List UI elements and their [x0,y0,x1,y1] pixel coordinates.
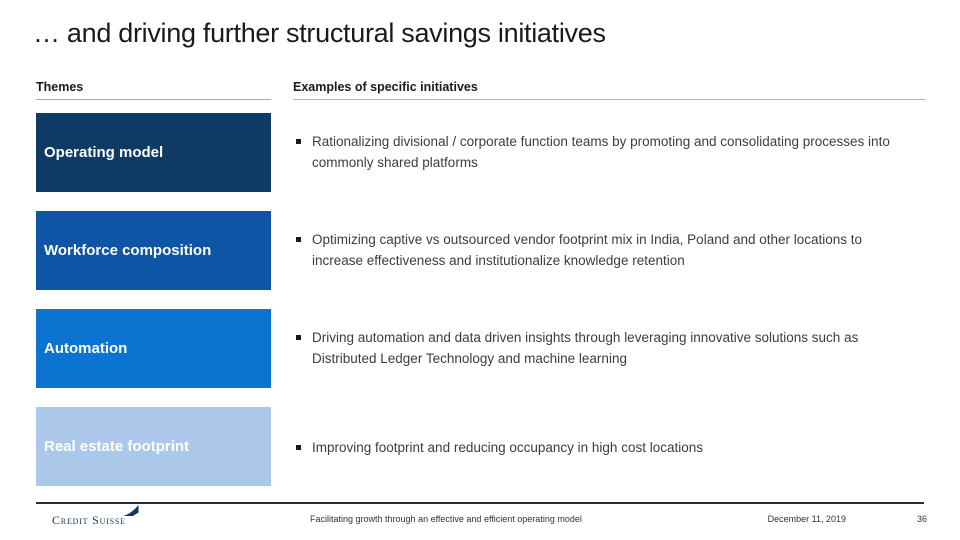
credit-suisse-logo-text: Credit Suisse [52,513,126,527]
theme-label: Operating model [44,144,164,161]
page-title: … and driving further structural savings… [33,18,606,48]
themes-column-header: Themes [36,80,84,94]
themes-header-rule [36,99,271,100]
footer-rule [36,502,924,504]
page-number: 36 [916,514,927,524]
theme-box-real-estate-footprint: Real estate footprint [36,407,271,486]
examples-header-rule [293,99,926,100]
bullet-item-real-estate-footprint: Improving footprint and reducing occupan… [293,437,912,458]
bullet-item-automation: Driving automation and data driven insig… [293,327,912,369]
footer-date: December 11, 2019 [767,514,846,524]
theme-box-workforce-composition: Workforce composition [36,211,271,290]
theme-label: Real estate footprint [44,438,190,455]
bullet-item-workforce-composition: Optimizing captive vs outsourced vendor … [293,229,912,271]
footer-subtitle: Facilitating growth through an effective… [310,514,582,524]
theme-box-automation: Automation [36,309,271,388]
bullet-square-icon [296,139,301,144]
bullet-text: Driving automation and data driven insig… [312,330,859,366]
theme-label: Workforce composition [44,242,212,259]
examples-column-header: Examples of specific initiatives [293,80,478,94]
theme-label: Automation [44,340,128,357]
bullet-text: Optimizing captive vs outsourced vendor … [312,232,863,268]
theme-box-operating-model: Operating model [36,113,271,192]
bullet-square-icon [296,445,301,450]
bullet-square-icon [296,335,301,340]
credit-suisse-logo: Credit Suisse [52,505,139,528]
bullet-item-operating-model: Rationalizing divisional / corporate fun… [293,131,912,173]
credit-suisse-sail-icon [123,505,140,521]
bullet-text: Rationalizing divisional / corporate fun… [312,134,890,170]
bullet-square-icon [296,237,301,242]
bullet-text: Improving footprint and reducing occupan… [312,440,703,455]
